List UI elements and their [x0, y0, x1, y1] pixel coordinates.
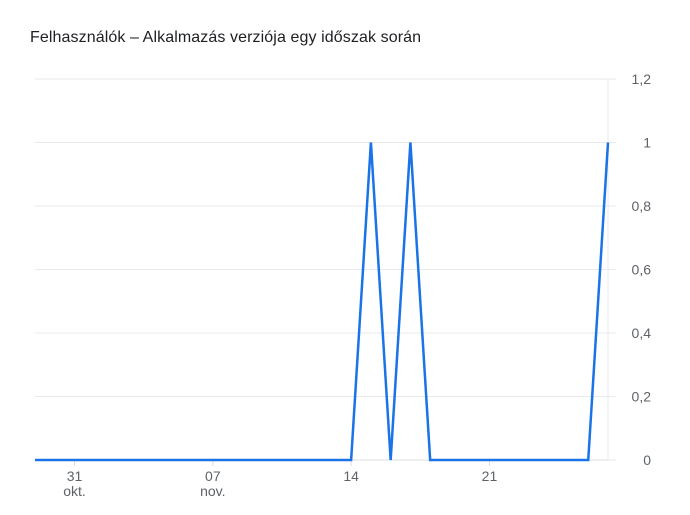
x-tick-sublabel: okt. [63, 483, 86, 499]
y-tick-label: 0,2 [632, 389, 652, 405]
x-tick-label: 31 [67, 468, 83, 484]
y-tick-label: 1,2 [632, 71, 652, 87]
series-line [35, 142, 610, 462]
y-tick-label: 0,8 [632, 198, 652, 214]
y-tick-label: 0,4 [632, 325, 652, 341]
y-tick-label: 1 [643, 135, 651, 151]
y-tick-label: 0 [643, 452, 651, 468]
chart-title: Felhasználók – Alkalmazás verziója egy i… [30, 29, 422, 46]
x-tick-label: 07 [205, 468, 221, 484]
x-tick-label: 21 [482, 468, 498, 484]
x-tick-label: 14 [343, 468, 359, 484]
x-tick-sublabel: nov. [200, 483, 225, 499]
y-tick-label: 0,6 [632, 262, 652, 278]
